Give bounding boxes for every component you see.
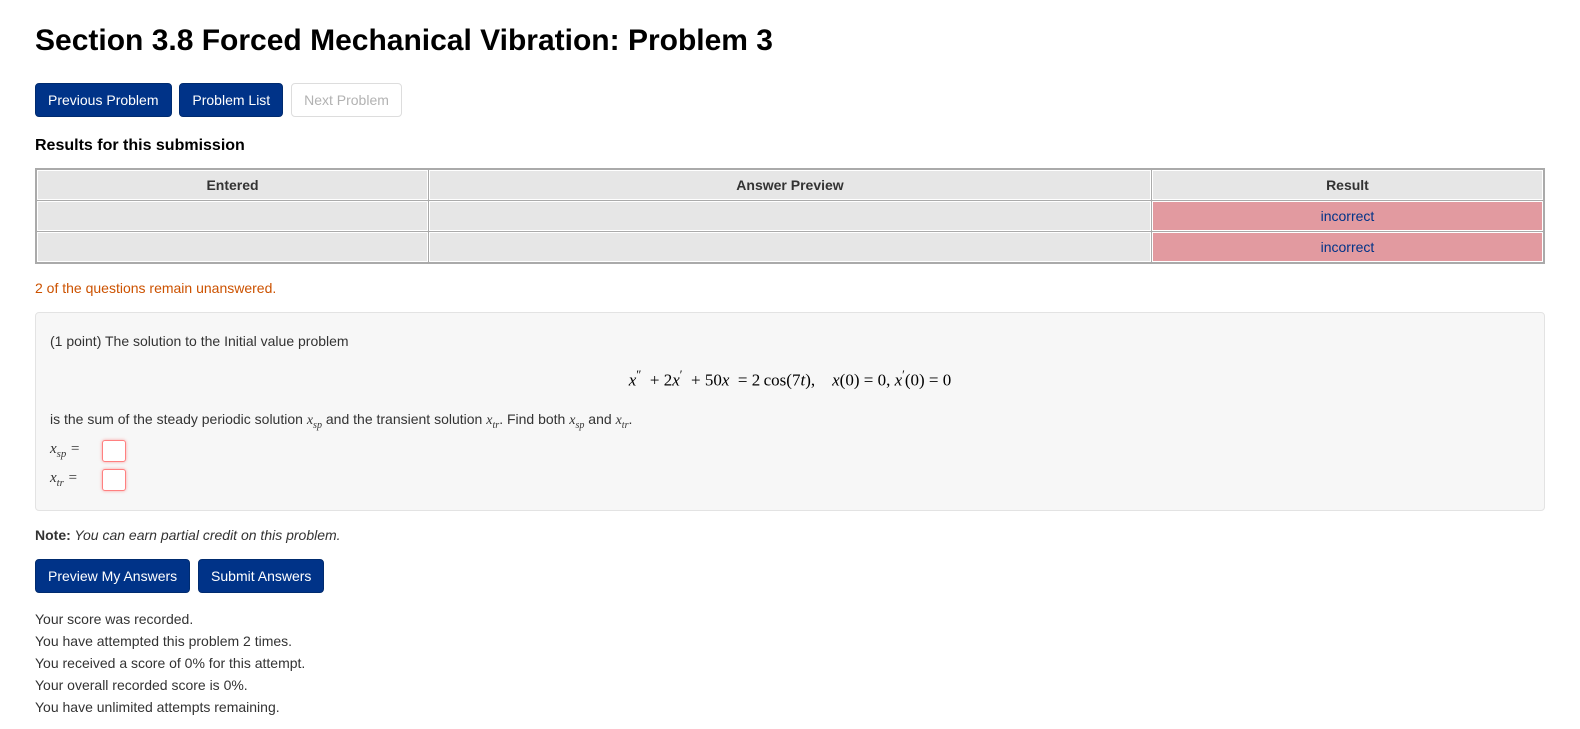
answer-label-xsp: xsp = <box>50 439 96 462</box>
preview-answers-button[interactable]: Preview My Answers <box>35 559 190 593</box>
status-line: You have unlimited attempts remaining. <box>35 697 1545 717</box>
unanswered-message: 2 of the questions remain unanswered. <box>35 278 1545 298</box>
note-body: You can earn partial credit on this prob… <box>71 527 341 543</box>
answer-input-xtr[interactable] <box>102 469 126 491</box>
note-lead: Note: <box>35 527 71 543</box>
status-line: You have attempted this problem 2 times. <box>35 631 1545 651</box>
previous-problem-button[interactable]: Previous Problem <box>35 83 172 117</box>
text-fragment: and <box>584 411 615 427</box>
cell-preview <box>429 232 1151 262</box>
answer-row-xtr: xtr = <box>50 468 1530 491</box>
cell-result: incorrect <box>1152 201 1543 231</box>
submit-row: Preview My Answers Submit Answers <box>35 559 1545 593</box>
answer-row-xsp: xsp = <box>50 439 1530 462</box>
problem-equation: x″ + 2x′ + 50x = 2 cos(7t), x(0) = 0, x′… <box>50 367 1530 393</box>
table-header-entered: Entered <box>37 170 428 200</box>
text-fragment: . Find both <box>499 411 569 427</box>
cell-result: incorrect <box>1152 232 1543 262</box>
problem-intro: (1 point) The solution to the Initial va… <box>50 331 1530 351</box>
status-line: Your score was recorded. <box>35 609 1545 629</box>
results-heading: Results for this submission <box>35 135 1545 158</box>
table-header-preview: Answer Preview <box>429 170 1151 200</box>
table-header-result: Result <box>1152 170 1543 200</box>
status-lines: Your score was recorded. You have attemp… <box>35 609 1545 717</box>
cell-entered <box>37 232 428 262</box>
next-problem-button: Next Problem <box>291 83 402 117</box>
text-fragment: . <box>629 411 633 427</box>
status-line: You received a score of 0% for this atte… <box>35 653 1545 673</box>
note-line: Note: You can earn partial credit on thi… <box>35 525 1545 545</box>
text-fragment: and the transient solution <box>322 411 486 427</box>
submit-answers-button[interactable]: Submit Answers <box>198 559 324 593</box>
problem-list-button[interactable]: Problem List <box>179 83 283 117</box>
table-row: incorrect <box>37 232 1543 262</box>
text-fragment: is the sum of the steady periodic soluti… <box>50 411 307 427</box>
answer-label-xtr: xtr = <box>50 468 96 491</box>
results-table: Entered Answer Preview Result incorrect … <box>35 168 1545 264</box>
cell-entered <box>37 201 428 231</box>
page-title: Section 3.8 Forced Mechanical Vibration:… <box>35 20 1545 63</box>
cell-preview <box>429 201 1151 231</box>
problem-box: (1 point) The solution to the Initial va… <box>35 312 1545 511</box>
nav-row: Previous Problem Problem List Next Probl… <box>35 83 1545 117</box>
table-row: incorrect <box>37 201 1543 231</box>
problem-between-text: is the sum of the steady periodic soluti… <box>50 409 1530 433</box>
answer-input-xsp[interactable] <box>102 440 126 462</box>
status-line: Your overall recorded score is 0%. <box>35 675 1545 695</box>
